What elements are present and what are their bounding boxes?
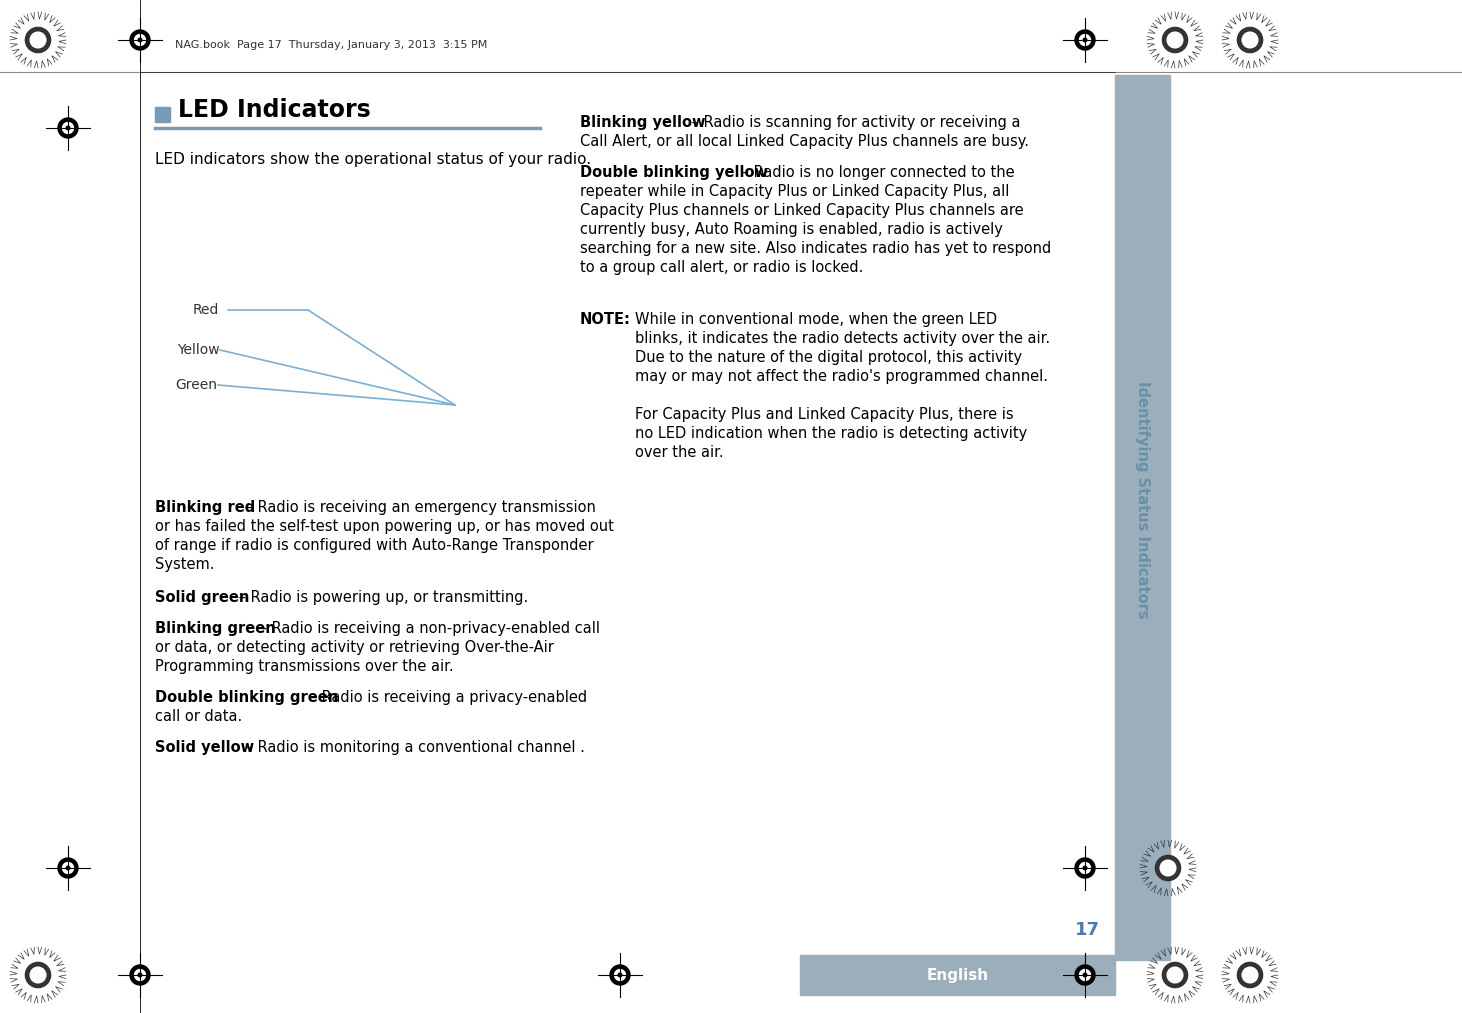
Circle shape — [1083, 38, 1086, 42]
Circle shape — [139, 973, 142, 977]
Text: Green: Green — [175, 378, 216, 392]
Circle shape — [1155, 855, 1181, 880]
Circle shape — [1162, 962, 1187, 988]
Text: may or may not affect the radio's programmed channel.: may or may not affect the radio's progra… — [635, 369, 1048, 384]
Text: Programming transmissions over the air.: Programming transmissions over the air. — [155, 659, 453, 674]
Text: Blinking red: Blinking red — [155, 500, 256, 515]
Text: no LED indication when the radio is detecting activity: no LED indication when the radio is dete… — [635, 426, 1028, 441]
Circle shape — [1161, 860, 1175, 876]
Circle shape — [614, 969, 626, 981]
Circle shape — [1237, 962, 1263, 988]
Circle shape — [66, 127, 70, 130]
Text: Solid yellow: Solid yellow — [155, 741, 254, 755]
Text: – Radio is receiving a privacy-enabled: – Radio is receiving a privacy-enabled — [306, 690, 588, 705]
Circle shape — [139, 38, 142, 42]
Text: Call Alert, or all local Linked Capacity Plus channels are busy.: Call Alert, or all local Linked Capacity… — [580, 134, 1029, 149]
Circle shape — [58, 118, 77, 138]
Text: LED Indicators: LED Indicators — [178, 98, 371, 122]
Circle shape — [1075, 30, 1095, 50]
Text: searching for a new site. Also indicates radio has yet to respond: searching for a new site. Also indicates… — [580, 241, 1051, 256]
Text: Solid green: Solid green — [155, 590, 250, 605]
Circle shape — [618, 973, 621, 977]
Circle shape — [135, 34, 146, 46]
Text: Red: Red — [193, 303, 219, 317]
Circle shape — [31, 967, 45, 983]
Text: call or data.: call or data. — [155, 709, 243, 724]
Circle shape — [25, 962, 51, 988]
Circle shape — [1162, 27, 1187, 53]
Circle shape — [25, 27, 51, 53]
Circle shape — [130, 965, 151, 985]
Text: Blinking yellow: Blinking yellow — [580, 115, 706, 130]
Text: LED indicators show the operational status of your radio.: LED indicators show the operational stat… — [155, 152, 591, 167]
Text: currently busy, Auto Roaming is enabled, radio is actively: currently busy, Auto Roaming is enabled,… — [580, 222, 1003, 237]
Text: Identifying Status Indicators: Identifying Status Indicators — [1135, 381, 1151, 619]
Text: System.: System. — [155, 557, 215, 572]
Circle shape — [1083, 866, 1086, 870]
Text: or data, or detecting activity or retrieving Over-the-Air: or data, or detecting activity or retrie… — [155, 640, 554, 655]
Circle shape — [58, 858, 77, 878]
Text: – Radio is scanning for activity or receiving a: – Radio is scanning for activity or rece… — [687, 115, 1020, 130]
Text: or has failed the self-test upon powering up, or has moved out: or has failed the self-test upon powerin… — [155, 519, 614, 534]
Circle shape — [1075, 858, 1095, 878]
Circle shape — [31, 32, 45, 48]
Circle shape — [63, 123, 73, 134]
Circle shape — [1083, 973, 1086, 977]
Text: blinks, it indicates the radio detects activity over the air.: blinks, it indicates the radio detects a… — [635, 331, 1050, 346]
Circle shape — [63, 862, 73, 873]
Text: For Capacity Plus and Linked Capacity Plus, there is: For Capacity Plus and Linked Capacity Pl… — [635, 407, 1013, 422]
Text: repeater while in Capacity Plus or Linked Capacity Plus, all: repeater while in Capacity Plus or Linke… — [580, 184, 1009, 199]
Circle shape — [1079, 862, 1091, 873]
Text: Double blinking green: Double blinking green — [155, 690, 338, 705]
Circle shape — [1079, 969, 1091, 981]
Text: NAG.book  Page 17  Thursday, January 3, 2013  3:15 PM: NAG.book Page 17 Thursday, January 3, 20… — [175, 40, 487, 50]
Circle shape — [1243, 32, 1257, 48]
Bar — [155, 107, 170, 122]
Circle shape — [610, 965, 630, 985]
Text: English: English — [927, 967, 988, 983]
Bar — [800, 955, 1116, 995]
Text: While in conventional mode, when the green LED: While in conventional mode, when the gre… — [635, 312, 997, 327]
Text: Blinking green: Blinking green — [155, 621, 276, 636]
Text: – Radio is powering up, or transmitting.: – Radio is powering up, or transmitting. — [234, 590, 528, 605]
Text: Yellow: Yellow — [177, 343, 219, 357]
Circle shape — [130, 30, 151, 50]
Bar — [1116, 75, 1170, 960]
Circle shape — [1243, 967, 1257, 983]
Text: over the air.: over the air. — [635, 445, 724, 460]
Text: – Radio is monitoring a conventional channel .: – Radio is monitoring a conventional cha… — [241, 741, 585, 755]
Circle shape — [1075, 965, 1095, 985]
Circle shape — [1167, 967, 1183, 983]
Text: Due to the nature of the digital protocol, this activity: Due to the nature of the digital protoco… — [635, 350, 1022, 365]
Circle shape — [66, 866, 70, 870]
Text: NOTE:: NOTE: — [580, 312, 632, 327]
Circle shape — [1167, 32, 1183, 48]
Circle shape — [135, 969, 146, 981]
Text: to a group call alert, or radio is locked.: to a group call alert, or radio is locke… — [580, 260, 864, 275]
Text: Double blinking yellow: Double blinking yellow — [580, 165, 768, 180]
Text: of range if radio is configured with Auto-Range Transponder: of range if radio is configured with Aut… — [155, 538, 594, 553]
Text: Capacity Plus channels or Linked Capacity Plus channels are: Capacity Plus channels or Linked Capacit… — [580, 203, 1023, 218]
Circle shape — [1237, 27, 1263, 53]
Text: – Radio is receiving a non-privacy-enabled call: – Radio is receiving a non-privacy-enabl… — [254, 621, 599, 636]
Circle shape — [1079, 34, 1091, 46]
Text: 17: 17 — [1075, 921, 1099, 939]
Text: – Radio is no longer connected to the: – Radio is no longer connected to the — [737, 165, 1015, 180]
Text: – Radio is receiving an emergency transmission: – Radio is receiving an emergency transm… — [241, 500, 595, 515]
